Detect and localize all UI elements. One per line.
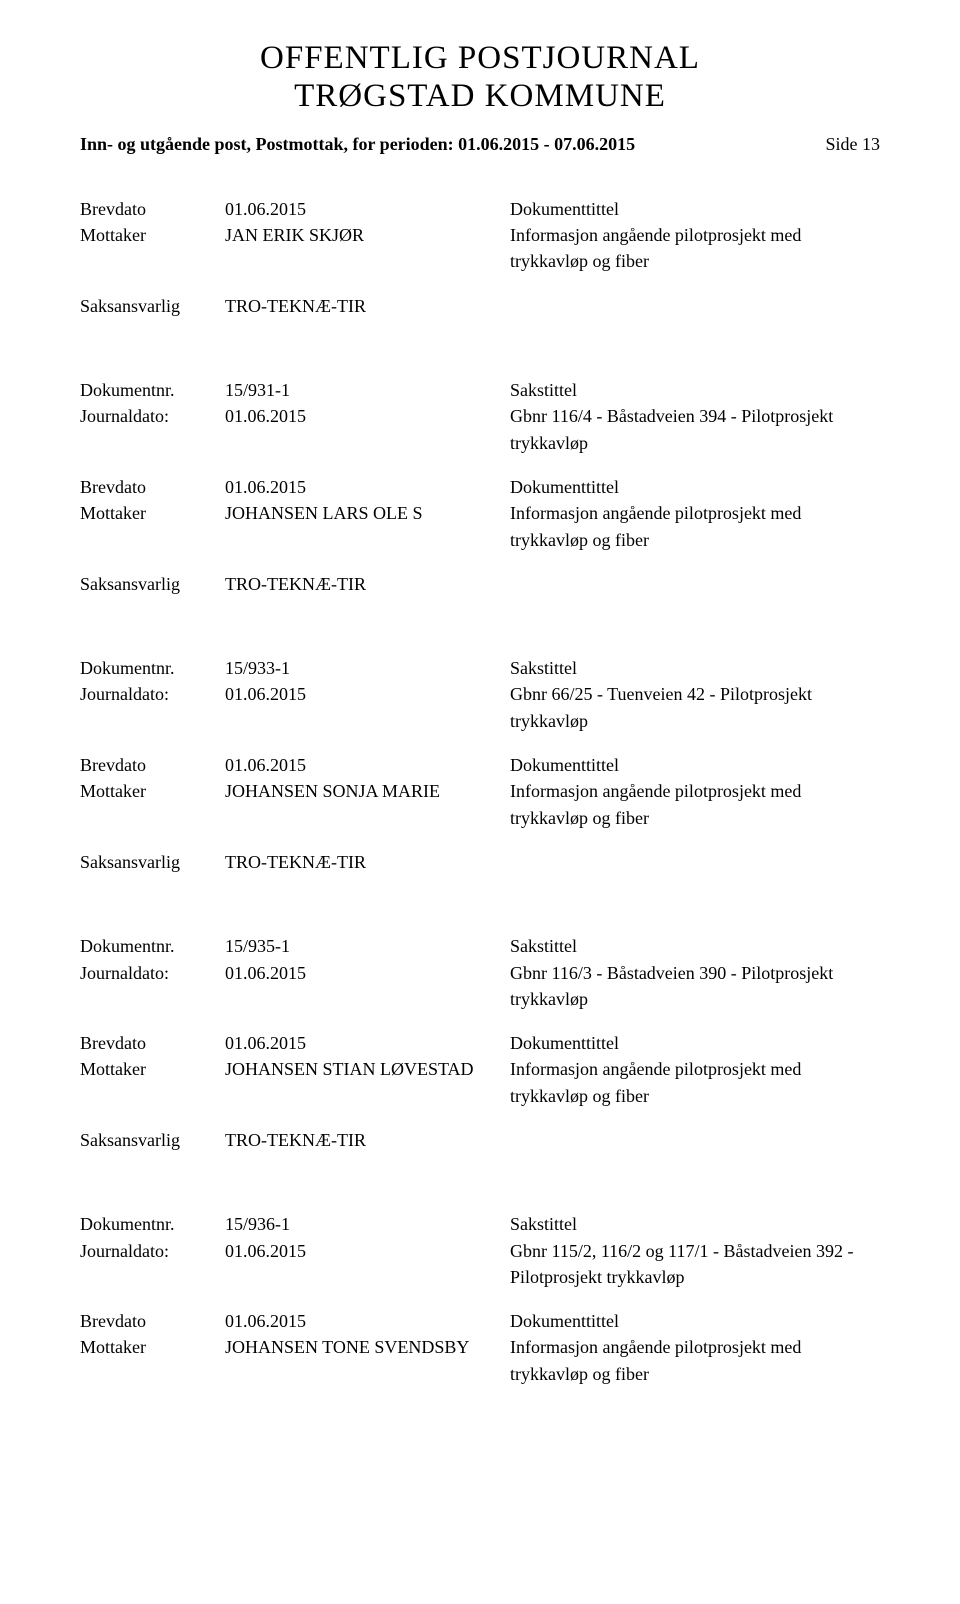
label-mottaker: Mottaker: [80, 501, 225, 525]
value-sakstittel-line: trykkavløp: [510, 431, 880, 455]
value-dokumentnr: 15/936-1: [225, 1212, 510, 1236]
label-mottaker: Mottaker: [80, 1335, 225, 1359]
value-journaldato: 01.06.2015: [225, 961, 510, 985]
page-number: Side 13: [825, 134, 880, 155]
label-saksansvarlig: Saksansvarlig: [80, 572, 225, 596]
value-sakstittel-line: Gbnr 115/2, 116/2 og 117/1 - Båstadveien…: [510, 1239, 880, 1263]
label-dokumenttittel: Dokumenttittel: [510, 1031, 880, 1055]
value-mottaker: JAN ERIK SKJØR: [225, 223, 510, 247]
label-saksansvarlig: Saksansvarlig: [80, 850, 225, 874]
value-brevdato: 01.06.2015: [225, 753, 510, 777]
value-dokumenttittel-line: trykkavløp og fiber: [510, 528, 880, 552]
entries-container: Brevdato01.06.2015DokumenttittelMottaker…: [80, 197, 880, 1386]
label-sakstittel: Sakstittel: [510, 378, 880, 402]
value-journaldato: 01.06.2015: [225, 1239, 510, 1263]
value-saksansvarlig: TRO-TEKNÆ-TIR: [225, 1128, 510, 1152]
label-brevdato: Brevdato: [80, 1031, 225, 1055]
value-dokumentnr: 15/933-1: [225, 656, 510, 680]
label-sakstittel: Sakstittel: [510, 1212, 880, 1236]
label-journaldato: Journaldato:: [80, 682, 225, 706]
value-sakstittel-line: Gbnr 116/4 - Båstadveien 394 - Pilotpros…: [510, 404, 880, 428]
label-mottaker: Mottaker: [80, 223, 225, 247]
label-brevdato: Brevdato: [80, 475, 225, 499]
title-line-2: TRØGSTAD KOMMUNE: [80, 78, 880, 116]
journal-entry: Dokumentnr.15/935-1Sakstittel Journaldato…: [80, 934, 880, 1152]
journal-entry: Brevdato01.06.2015Dokumenttittel Mottaker…: [80, 197, 880, 318]
value-mottaker: JOHANSEN TONE SVENDSBY: [225, 1335, 510, 1359]
label-saksansvarlig: Saksansvarlig: [80, 294, 225, 318]
value-brevdato: 01.06.2015: [225, 1031, 510, 1055]
value-dokumenttittel-line: trykkavløp og fiber: [510, 1362, 880, 1386]
value-sakstittel-line: Pilotprosjekt trykkavløp: [510, 1265, 880, 1289]
value-sakstittel-line: Gbnr 116/3 - Båstadveien 390 - Pilotpros…: [510, 961, 880, 985]
value-journaldato: 01.06.2015: [225, 682, 510, 706]
value-saksansvarlig: TRO-TEKNÆ-TIR: [225, 294, 510, 318]
value-sakstittel-line: Gbnr 66/25 - Tuenveien 42 - Pilotprosjek…: [510, 682, 880, 706]
value-saksansvarlig: TRO-TEKNÆ-TIR: [225, 850, 510, 874]
value-dokumenttittel-line: Informasjon angående pilotprosjekt med: [510, 501, 880, 525]
label-dokumenttittel: Dokumenttittel: [510, 1309, 880, 1333]
journal-entry: Dokumentnr.15/931-1Sakstittel Journaldato…: [80, 378, 880, 596]
label-mottaker: Mottaker: [80, 779, 225, 803]
value-journaldato: 01.06.2015: [225, 404, 510, 428]
label-dokumentnr: Dokumentnr.: [80, 378, 225, 402]
journal-entry: Dokumentnr.15/933-1Sakstittel Journaldato…: [80, 656, 880, 874]
label-brevdato: Brevdato: [80, 1309, 225, 1333]
label-brevdato: Brevdato: [80, 197, 225, 221]
document-header: OFFENTLIG POSTJOURNAL TRØGSTAD KOMMUNE: [80, 40, 880, 116]
value-dokumentnr: 15/931-1: [225, 378, 510, 402]
label-dokumenttittel: Dokumenttittel: [510, 475, 880, 499]
label-dokumentnr: Dokumentnr.: [80, 934, 225, 958]
subheader-text: Inn- og utgående post, Postmottak, for p…: [80, 134, 635, 155]
value-brevdato: 01.06.2015: [225, 475, 510, 499]
value-sakstittel-line: trykkavløp: [510, 987, 880, 1011]
label-sakstittel: Sakstittel: [510, 934, 880, 958]
value-dokumenttittel-line: Informasjon angående pilotprosjekt med: [510, 779, 880, 803]
value-saksansvarlig: TRO-TEKNÆ-TIR: [225, 572, 510, 596]
value-dokumentnr: 15/935-1: [225, 934, 510, 958]
label-sakstittel: Sakstittel: [510, 656, 880, 680]
label-journaldato: Journaldato:: [80, 1239, 225, 1263]
value-dokumenttittel-line: trykkavløp og fiber: [510, 1084, 880, 1108]
value-mottaker: JOHANSEN LARS OLE S: [225, 501, 510, 525]
label-dokumentnr: Dokumentnr.: [80, 656, 225, 680]
label-journaldato: Journaldato:: [80, 404, 225, 428]
value-dokumenttittel-line: trykkavløp og fiber: [510, 249, 880, 273]
label-dokumenttittel: Dokumenttittel: [510, 753, 880, 777]
value-dokumenttittel-line: Informasjon angående pilotprosjekt med: [510, 1057, 880, 1081]
value-brevdato: 01.06.2015: [225, 197, 510, 221]
label-mottaker: Mottaker: [80, 1057, 225, 1081]
value-mottaker: JOHANSEN SONJA MARIE: [225, 779, 510, 803]
value-sakstittel-line: trykkavløp: [510, 709, 880, 733]
value-dokumenttittel-line: Informasjon angående pilotprosjekt med: [510, 223, 880, 247]
value-mottaker: JOHANSEN STIAN LØVESTAD: [225, 1057, 510, 1081]
label-dokumentnr: Dokumentnr.: [80, 1212, 225, 1236]
label-journaldato: Journaldato:: [80, 961, 225, 985]
value-dokumenttittel-line: Informasjon angående pilotprosjekt med: [510, 1335, 880, 1359]
label-saksansvarlig: Saksansvarlig: [80, 1128, 225, 1152]
label-brevdato: Brevdato: [80, 753, 225, 777]
value-dokumenttittel-line: trykkavløp og fiber: [510, 806, 880, 830]
value-brevdato: 01.06.2015: [225, 1309, 510, 1333]
title-line-1: OFFENTLIG POSTJOURNAL: [80, 40, 880, 78]
subheader-row: Inn- og utgående post, Postmottak, for p…: [80, 134, 880, 155]
journal-entry: Dokumentnr.15/936-1Sakstittel Journaldato…: [80, 1212, 880, 1386]
label-dokumenttittel: Dokumenttittel: [510, 197, 880, 221]
